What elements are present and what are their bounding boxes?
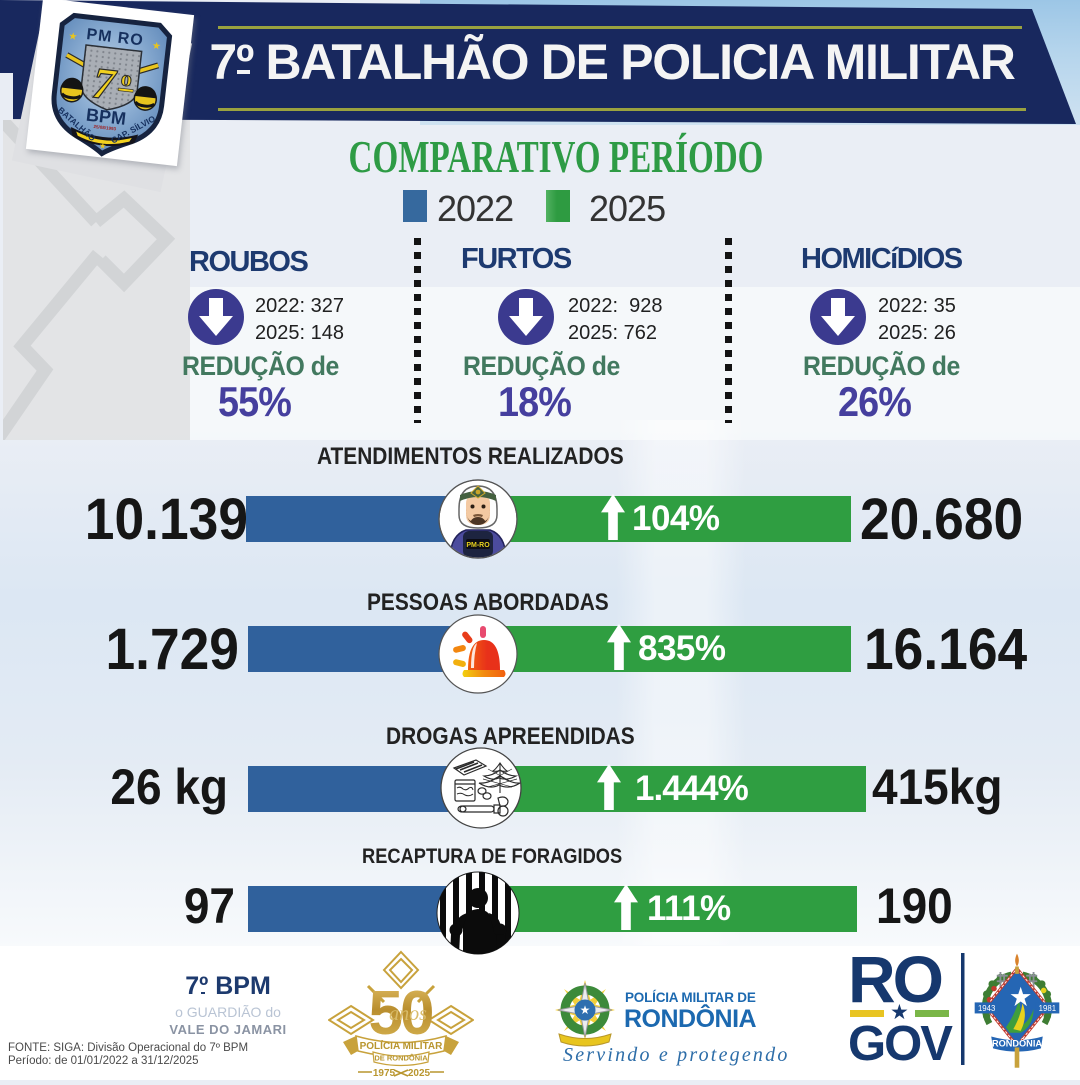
- svg-text:o: o: [120, 65, 134, 91]
- svg-text:2025: 2025: [408, 1068, 431, 1079]
- svg-text:GOV: GOV: [848, 1017, 953, 1071]
- svg-text:RONDÔNIA: RONDÔNIA: [992, 1038, 1042, 1049]
- svg-text:★: ★: [99, 141, 107, 151]
- svg-text:★: ★: [151, 41, 161, 53]
- svg-text:POLÍCIA MILITAR DE: POLÍCIA MILITAR DE: [625, 990, 756, 1005]
- svg-text:POLÍCIA MILITAR: POLÍCIA MILITAR: [360, 1039, 444, 1052]
- svg-text:RONDÔNIA: RONDÔNIA: [624, 1003, 757, 1033]
- svg-text:★: ★: [68, 31, 78, 43]
- svg-text:1975: 1975: [373, 1068, 396, 1079]
- svg-text:BPM: BPM: [85, 105, 127, 129]
- svg-text:25/08/1993: 25/08/1993: [93, 124, 116, 132]
- svg-text:anos: anos: [389, 1003, 427, 1025]
- svg-text:PM RO: PM RO: [86, 26, 145, 49]
- svg-text:PM-RO: PM-RO: [466, 542, 490, 549]
- svg-text:DE RONDÔNIA: DE RONDÔNIA: [374, 1054, 428, 1063]
- svg-text:★: ★: [580, 1003, 591, 1017]
- svg-text:1981: 1981: [1039, 1004, 1056, 1013]
- svg-text:50: 50: [369, 979, 432, 1048]
- svg-text:1943: 1943: [978, 1004, 995, 1013]
- svg-text:Servindo e protegendo: Servindo e protegendo: [563, 1044, 790, 1066]
- svg-text:RO: RO: [848, 948, 942, 1016]
- svg-text:★: ★: [890, 1001, 909, 1024]
